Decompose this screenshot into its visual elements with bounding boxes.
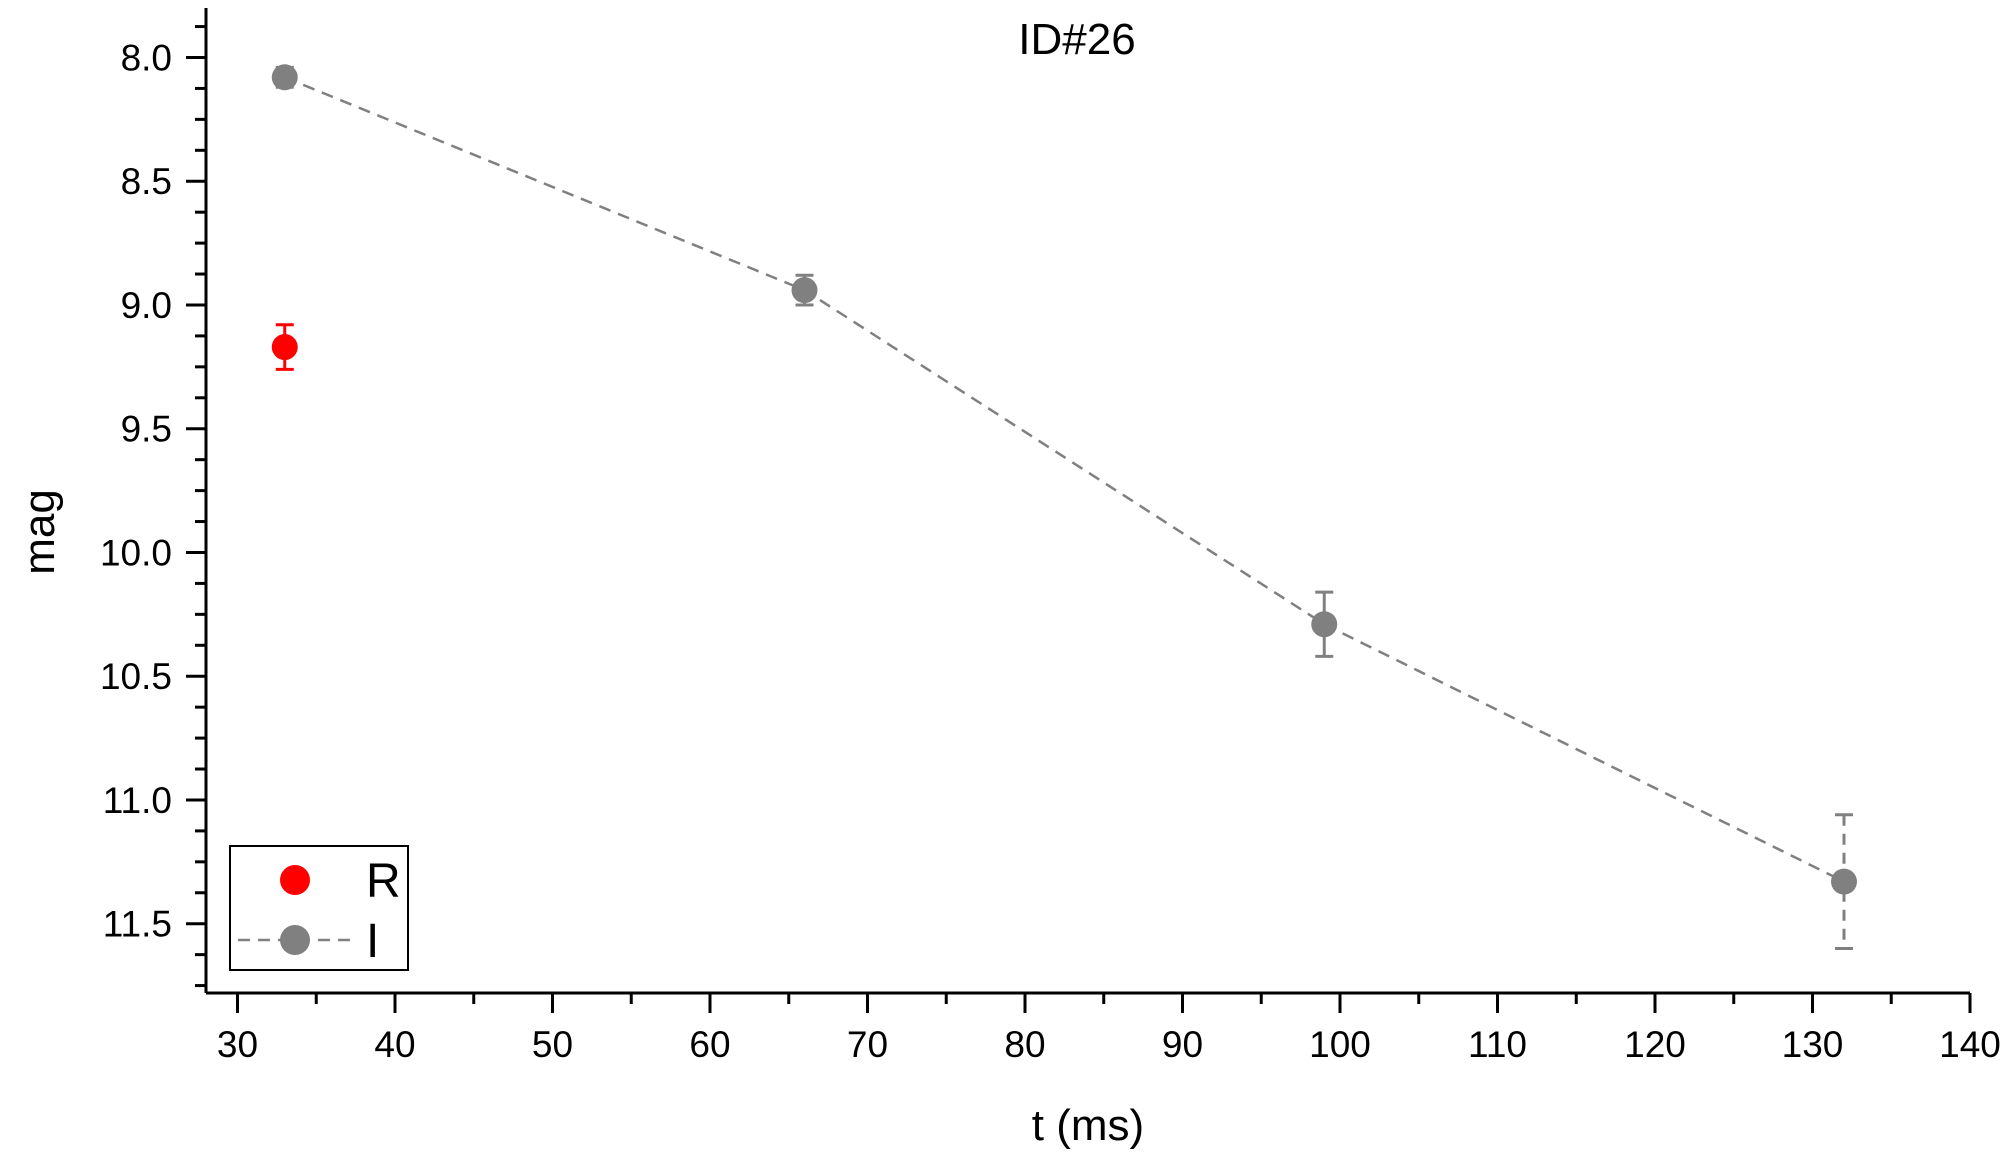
y-tick-label: 11.5: [103, 904, 172, 945]
axes: 30 40 50 60 70 80 90 100 110 120 130 140 8.0 8.5 9.0 9.…: [100, 8, 2001, 1065]
legend-label-i: I: [366, 915, 379, 968]
x-tick-label: 120: [1624, 1024, 1686, 1065]
x-axis-title: t (ms): [1032, 1101, 1144, 1150]
series-r: [271, 323, 298, 371]
series-r-point: [271, 334, 298, 361]
series-layer: [271, 64, 1857, 950]
series-i-point: [1831, 868, 1857, 895]
legend-marker-r: [280, 865, 310, 895]
legend-box: [229, 845, 409, 971]
series-i: [271, 64, 1857, 950]
y-tick-label: 8.5: [121, 161, 172, 202]
chart-title: ID#26: [1018, 15, 1135, 64]
y-axis-title: mag: [15, 489, 64, 575]
series-i-point: [791, 277, 818, 304]
y-tick-label: 9.5: [121, 409, 172, 450]
y-tick-label: 11.0: [103, 780, 172, 821]
x-tick-label: 90: [1162, 1024, 1203, 1065]
x-tick-label: 50: [532, 1024, 573, 1065]
x-tick-label: 70: [847, 1024, 888, 1065]
y-tick-label: 10.0: [100, 532, 172, 573]
y-tick-label: 10.5: [100, 656, 172, 697]
series-i-line: [284, 76, 1845, 883]
y-tick-label: 9.0: [121, 285, 172, 326]
x-tick-label: 80: [1004, 1024, 1045, 1065]
x-tick-label: 60: [689, 1024, 730, 1065]
legend-marker-i: [280, 925, 310, 955]
legend: RI: [229, 845, 409, 971]
x-tick-label: 110: [1468, 1024, 1527, 1065]
series-i-point: [271, 64, 298, 91]
x-tick-label: 30: [217, 1024, 258, 1065]
x-tick-label: 100: [1309, 1024, 1371, 1065]
series-i-point: [1311, 611, 1338, 638]
x-tick-label: 40: [374, 1024, 415, 1065]
x-tick-label: 130: [1782, 1024, 1844, 1065]
y-tick-label: 8.0: [121, 37, 172, 78]
x-tick-label: 140: [1939, 1024, 2001, 1065]
legend-label-r: R: [366, 855, 401, 908]
